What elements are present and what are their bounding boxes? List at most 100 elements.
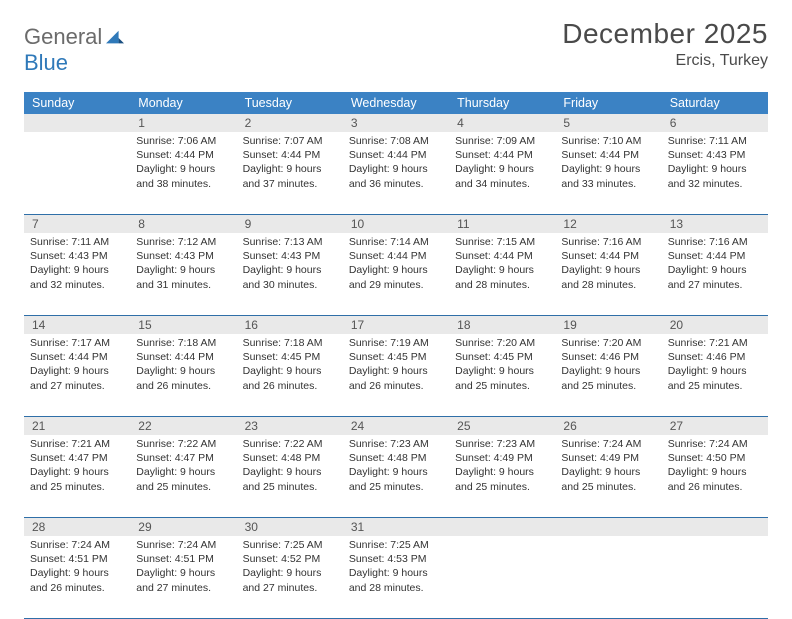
sunset-line: Sunset: 4:43 PM <box>136 249 230 263</box>
calendar-cell: Sunrise: 7:15 AMSunset: 4:44 PMDaylight:… <box>449 233 555 315</box>
day-number <box>24 114 130 132</box>
daynum-row: 78910111213 <box>24 215 768 233</box>
day-number: 9 <box>237 215 343 233</box>
day-number: 7 <box>24 215 130 233</box>
d2-line: and 25 minutes. <box>243 480 337 494</box>
d1-line: Daylight: 9 hours <box>243 364 337 378</box>
day-number: 13 <box>662 215 768 233</box>
sunrise-line: Sunrise: 7:14 AM <box>349 235 443 249</box>
sunrise-line: Sunrise: 7:24 AM <box>668 437 762 451</box>
calendar-cell: Sunrise: 7:11 AMSunset: 4:43 PMDaylight:… <box>24 233 130 315</box>
d2-line: and 37 minutes. <box>243 177 337 191</box>
d2-line: and 36 minutes. <box>349 177 443 191</box>
d1-line: Daylight: 9 hours <box>349 263 443 277</box>
sunrise-line: Sunrise: 7:13 AM <box>243 235 337 249</box>
d1-line: Daylight: 9 hours <box>136 162 230 176</box>
sunset-line: Sunset: 4:43 PM <box>30 249 124 263</box>
d1-line: Daylight: 9 hours <box>243 162 337 176</box>
sunset-line: Sunset: 4:48 PM <box>243 451 337 465</box>
calendar-cell: Sunrise: 7:21 AMSunset: 4:46 PMDaylight:… <box>662 334 768 416</box>
sunrise-line: Sunrise: 7:18 AM <box>243 336 337 350</box>
daynum-row: 123456 <box>24 114 768 132</box>
sunset-line: Sunset: 4:47 PM <box>136 451 230 465</box>
sunrise-line: Sunrise: 7:22 AM <box>136 437 230 451</box>
d2-line: and 27 minutes. <box>30 379 124 393</box>
day-number: 5 <box>555 114 661 132</box>
sunrise-line: Sunrise: 7:20 AM <box>455 336 549 350</box>
d1-line: Daylight: 9 hours <box>349 465 443 479</box>
sunset-line: Sunset: 4:51 PM <box>136 552 230 566</box>
sunrise-line: Sunrise: 7:09 AM <box>455 134 549 148</box>
d2-line: and 38 minutes. <box>136 177 230 191</box>
day-number: 12 <box>555 215 661 233</box>
day-header: Saturday <box>662 92 768 114</box>
sunset-line: Sunset: 4:49 PM <box>455 451 549 465</box>
sunrise-line: Sunrise: 7:25 AM <box>349 538 443 552</box>
sunrise-line: Sunrise: 7:12 AM <box>136 235 230 249</box>
d1-line: Daylight: 9 hours <box>455 364 549 378</box>
d2-line: and 32 minutes. <box>30 278 124 292</box>
d1-line: Daylight: 9 hours <box>30 263 124 277</box>
sunset-line: Sunset: 4:45 PM <box>243 350 337 364</box>
sunrise-line: Sunrise: 7:08 AM <box>349 134 443 148</box>
day-number: 14 <box>24 316 130 334</box>
d1-line: Daylight: 9 hours <box>668 162 762 176</box>
d2-line: and 33 minutes. <box>561 177 655 191</box>
d1-line: Daylight: 9 hours <box>136 263 230 277</box>
sunrise-line: Sunrise: 7:11 AM <box>668 134 762 148</box>
day-number: 25 <box>449 417 555 435</box>
calendar-cell: Sunrise: 7:24 AMSunset: 4:49 PMDaylight:… <box>555 435 661 517</box>
sunset-line: Sunset: 4:44 PM <box>668 249 762 263</box>
logo-blue-row: Blue <box>24 50 68 76</box>
day-number: 31 <box>343 518 449 536</box>
sunset-line: Sunset: 4:44 PM <box>561 249 655 263</box>
day-header: Tuesday <box>237 92 343 114</box>
sunset-line: Sunset: 4:44 PM <box>349 249 443 263</box>
sunrise-line: Sunrise: 7:07 AM <box>243 134 337 148</box>
d1-line: Daylight: 9 hours <box>136 465 230 479</box>
calendar-cell: Sunrise: 7:23 AMSunset: 4:49 PMDaylight:… <box>449 435 555 517</box>
week-row: Sunrise: 7:06 AMSunset: 4:44 PMDaylight:… <box>24 132 768 215</box>
d2-line: and 25 minutes. <box>136 480 230 494</box>
d2-line: and 27 minutes. <box>668 278 762 292</box>
logo-text-blue: Blue <box>24 50 68 75</box>
calendar-cell: Sunrise: 7:21 AMSunset: 4:47 PMDaylight:… <box>24 435 130 517</box>
sunrise-line: Sunrise: 7:23 AM <box>349 437 443 451</box>
sunrise-line: Sunrise: 7:25 AM <box>243 538 337 552</box>
d2-line: and 28 minutes. <box>455 278 549 292</box>
sunset-line: Sunset: 4:52 PM <box>243 552 337 566</box>
calendar-cell: Sunrise: 7:20 AMSunset: 4:45 PMDaylight:… <box>449 334 555 416</box>
sunrise-line: Sunrise: 7:21 AM <box>668 336 762 350</box>
sunset-line: Sunset: 4:44 PM <box>455 148 549 162</box>
d2-line: and 26 minutes. <box>243 379 337 393</box>
d2-line: and 26 minutes. <box>349 379 443 393</box>
day-number: 28 <box>24 518 130 536</box>
day-number <box>662 518 768 536</box>
day-number: 2 <box>237 114 343 132</box>
d2-line: and 26 minutes. <box>30 581 124 595</box>
sunrise-line: Sunrise: 7:24 AM <box>136 538 230 552</box>
sunset-line: Sunset: 4:48 PM <box>349 451 443 465</box>
logo-mark-icon <box>106 29 124 47</box>
sunset-line: Sunset: 4:45 PM <box>349 350 443 364</box>
sunrise-line: Sunrise: 7:20 AM <box>561 336 655 350</box>
d2-line: and 27 minutes. <box>243 581 337 595</box>
day-number: 22 <box>130 417 236 435</box>
d2-line: and 25 minutes. <box>455 379 549 393</box>
day-number: 30 <box>237 518 343 536</box>
sunset-line: Sunset: 4:44 PM <box>455 249 549 263</box>
calendar-cell: Sunrise: 7:16 AMSunset: 4:44 PMDaylight:… <box>662 233 768 315</box>
d1-line: Daylight: 9 hours <box>243 566 337 580</box>
day-number: 10 <box>343 215 449 233</box>
sunrise-line: Sunrise: 7:11 AM <box>30 235 124 249</box>
sunrise-line: Sunrise: 7:19 AM <box>349 336 443 350</box>
sunrise-line: Sunrise: 7:24 AM <box>30 538 124 552</box>
d2-line: and 30 minutes. <box>243 278 337 292</box>
calendar-cell: Sunrise: 7:24 AMSunset: 4:50 PMDaylight:… <box>662 435 768 517</box>
sunset-line: Sunset: 4:47 PM <box>30 451 124 465</box>
d1-line: Daylight: 9 hours <box>561 162 655 176</box>
day-number: 19 <box>555 316 661 334</box>
d1-line: Daylight: 9 hours <box>30 465 124 479</box>
d1-line: Daylight: 9 hours <box>455 263 549 277</box>
d1-line: Daylight: 9 hours <box>561 465 655 479</box>
